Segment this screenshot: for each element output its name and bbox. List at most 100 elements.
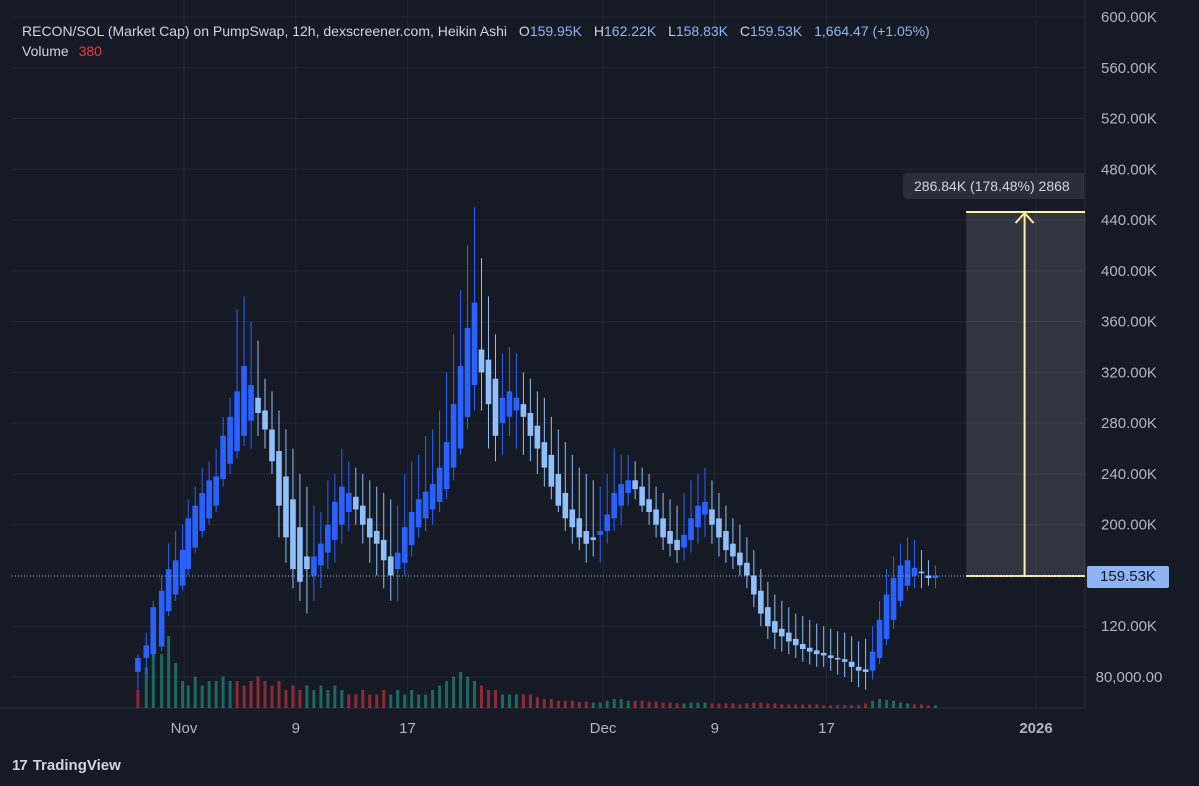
volume-bar: [347, 694, 351, 708]
x-tick-label: 9: [711, 720, 719, 737]
volume-bar: [829, 705, 833, 708]
candle-body: [450, 404, 457, 468]
price-axis[interactable]: 600.00K 560.00K 520.00K 480.00K 440.00K 400.0…: [1096, 9, 1163, 686]
candle-body: [513, 397, 520, 411]
candle-body: [443, 442, 450, 490]
volume-bar: [181, 681, 185, 708]
candle-body: [772, 621, 778, 633]
volume-bar: [899, 702, 903, 708]
candle-body: [135, 657, 141, 672]
candle-body: [751, 575, 757, 595]
candle-body: [918, 571, 925, 574]
candle-body: [339, 486, 345, 525]
volume-bar: [521, 694, 525, 708]
volume-bar: [871, 700, 875, 708]
candle-body: [604, 514, 611, 532]
candle-body: [220, 435, 226, 479]
candle-body: [255, 397, 261, 413]
volume-bar: [794, 704, 798, 708]
volume-bar: [850, 705, 854, 708]
volume-bar: [933, 705, 937, 708]
volume-bar: [759, 702, 763, 708]
candle-body: [527, 413, 534, 436]
candle-body: [723, 531, 729, 551]
volume-bar: [563, 700, 567, 708]
candle-body: [290, 499, 296, 570]
volume-bar: [160, 654, 164, 708]
candle-body: [415, 499, 422, 528]
volume-bar: [263, 681, 267, 708]
candle-body: [401, 527, 408, 563]
volume-bar: [326, 690, 330, 708]
volume-bar: [167, 636, 171, 708]
volume-bar: [480, 685, 484, 708]
volume-bar: [459, 672, 463, 708]
measure-tool[interactable]: [966, 210, 1085, 578]
volume-bar: [486, 690, 490, 708]
volume-bar: [396, 690, 400, 708]
volume-bar: [633, 700, 637, 708]
y-tick-label: 480.00K: [1101, 161, 1157, 178]
volume-bar: [136, 690, 140, 708]
volume-bar: [864, 703, 868, 708]
volume-bar: [207, 681, 211, 708]
candle-body: [667, 531, 673, 544]
volume-bar: [514, 694, 518, 708]
volume-bar: [256, 676, 260, 708]
volume-bar: [605, 700, 609, 708]
candle-body: [506, 391, 513, 417]
volume-bar: [312, 690, 316, 708]
tradingview-brand[interactable]: 17 TradingView: [12, 757, 121, 774]
volume-bar: [466, 676, 470, 708]
candle-body: [283, 476, 289, 538]
candle-body: [325, 524, 331, 553]
volume-bar: [221, 676, 225, 708]
candle-body: [590, 537, 597, 540]
candle-body: [799, 644, 806, 650]
volume-bar: [766, 703, 770, 708]
volume-bar: [619, 699, 623, 708]
low-label: L: [668, 23, 676, 39]
y-tick-label: 120.00K: [1101, 618, 1157, 635]
volume-bar: [542, 699, 546, 708]
candle-body: [276, 451, 282, 506]
volume-bar: [926, 705, 930, 708]
candle-body: [848, 661, 855, 667]
candle-body: [576, 518, 583, 538]
y-tick-label: 80,000.00: [1096, 669, 1163, 686]
y-tick-label: 320.00K: [1101, 364, 1157, 381]
candle-body: [262, 410, 268, 430]
candle-body: [806, 647, 813, 652]
time-axis[interactable]: Nov 9 17 Dec 9 17 2026: [171, 720, 1053, 737]
open-label: O: [518, 23, 530, 39]
volume-bar: [738, 704, 742, 708]
candle-body: [674, 539, 680, 551]
candle-body: [548, 454, 555, 487]
volume-bar: [745, 703, 749, 708]
volume-bar: [892, 700, 896, 708]
symbol-title[interactable]: RECON/SOL (Market Cap) on PumpSwap, 12h,…: [22, 23, 508, 39]
candle-body: [185, 518, 191, 570]
volume-bar: [242, 685, 246, 708]
last-price-tag: 159.53K: [1087, 566, 1169, 588]
volume-bar: [528, 694, 532, 708]
candle-body: [653, 509, 659, 525]
high-value: 162.22K: [604, 23, 657, 39]
candle-body: [611, 492, 617, 519]
volume-bar: [291, 685, 295, 708]
candle-body: [158, 590, 165, 647]
volume-bar: [703, 702, 707, 708]
candle-body: [387, 556, 394, 576]
candle-body: [890, 578, 897, 620]
candle-body: [778, 628, 785, 637]
volume-bar: [235, 681, 239, 708]
volume-bar: [228, 681, 232, 708]
y-tick-label: 200.00K: [1101, 517, 1157, 534]
x-tick-label: 2026: [1019, 720, 1052, 737]
volume-label[interactable]: Volume: [22, 43, 69, 59]
volume-bar: [424, 694, 428, 708]
volume-bar: [717, 703, 721, 708]
volume-bar: [410, 690, 414, 708]
candle-body: [143, 645, 150, 658]
